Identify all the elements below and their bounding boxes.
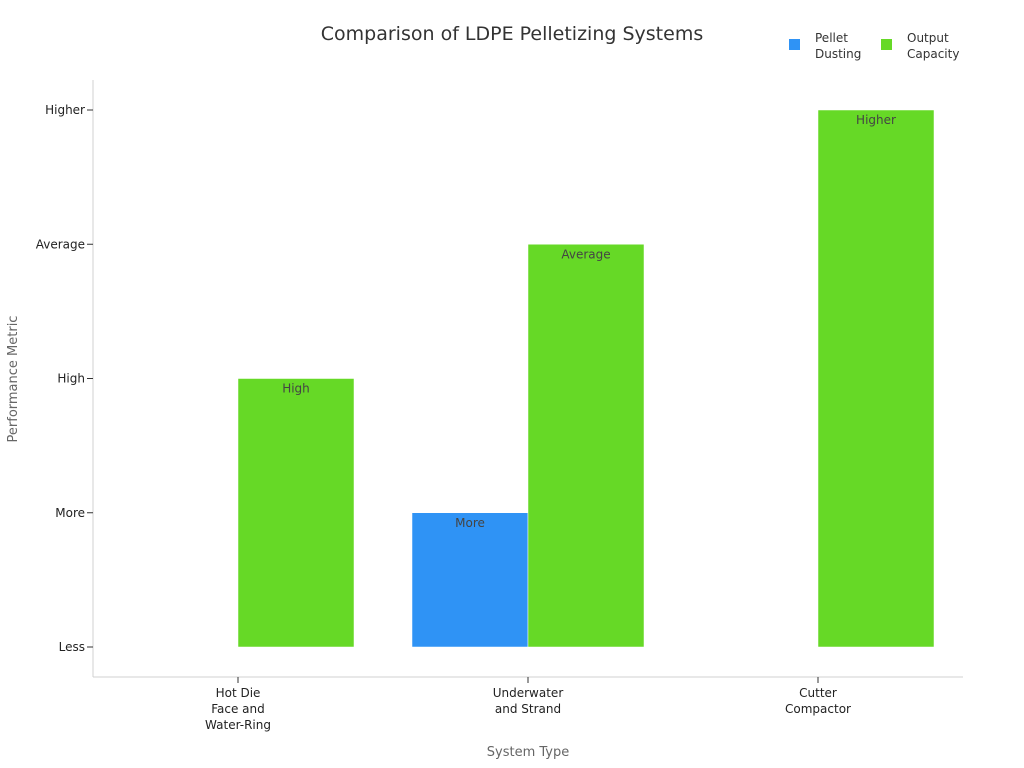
x-tick-label: Underwater and Strand <box>493 686 564 716</box>
y-tick-label: Less <box>59 640 85 654</box>
x-axis-label: System Type <box>487 745 569 760</box>
bar-output-capacity <box>527 244 645 648</box>
data-label: High <box>282 382 310 396</box>
data-label: More <box>455 516 485 530</box>
bar-output-capacity <box>817 109 935 648</box>
y-tick-label: Average <box>36 237 85 251</box>
x-tick-label: Hot Die Face and Water-Ring <box>205 686 271 732</box>
y-axis-label: Performance Metric <box>6 316 21 443</box>
bar-output-capacity <box>237 378 355 648</box>
x-tick-label: Cutter Compactor <box>785 686 851 716</box>
legend-label: Output Capacity <box>907 31 959 61</box>
legend-swatch <box>789 39 800 50</box>
bar-pellet-dusting <box>411 512 529 648</box>
data-label: Higher <box>856 113 896 127</box>
legend-label: Pellet Dusting <box>815 31 861 61</box>
y-tick-label: Higher <box>45 103 85 117</box>
data-label: Average <box>561 247 610 261</box>
legend-swatch <box>881 39 892 50</box>
y-tick-label: More <box>55 506 85 520</box>
chart-title: Comparison of LDPE Pelletizing Systems <box>321 23 703 45</box>
y-tick-label: High <box>57 372 85 386</box>
